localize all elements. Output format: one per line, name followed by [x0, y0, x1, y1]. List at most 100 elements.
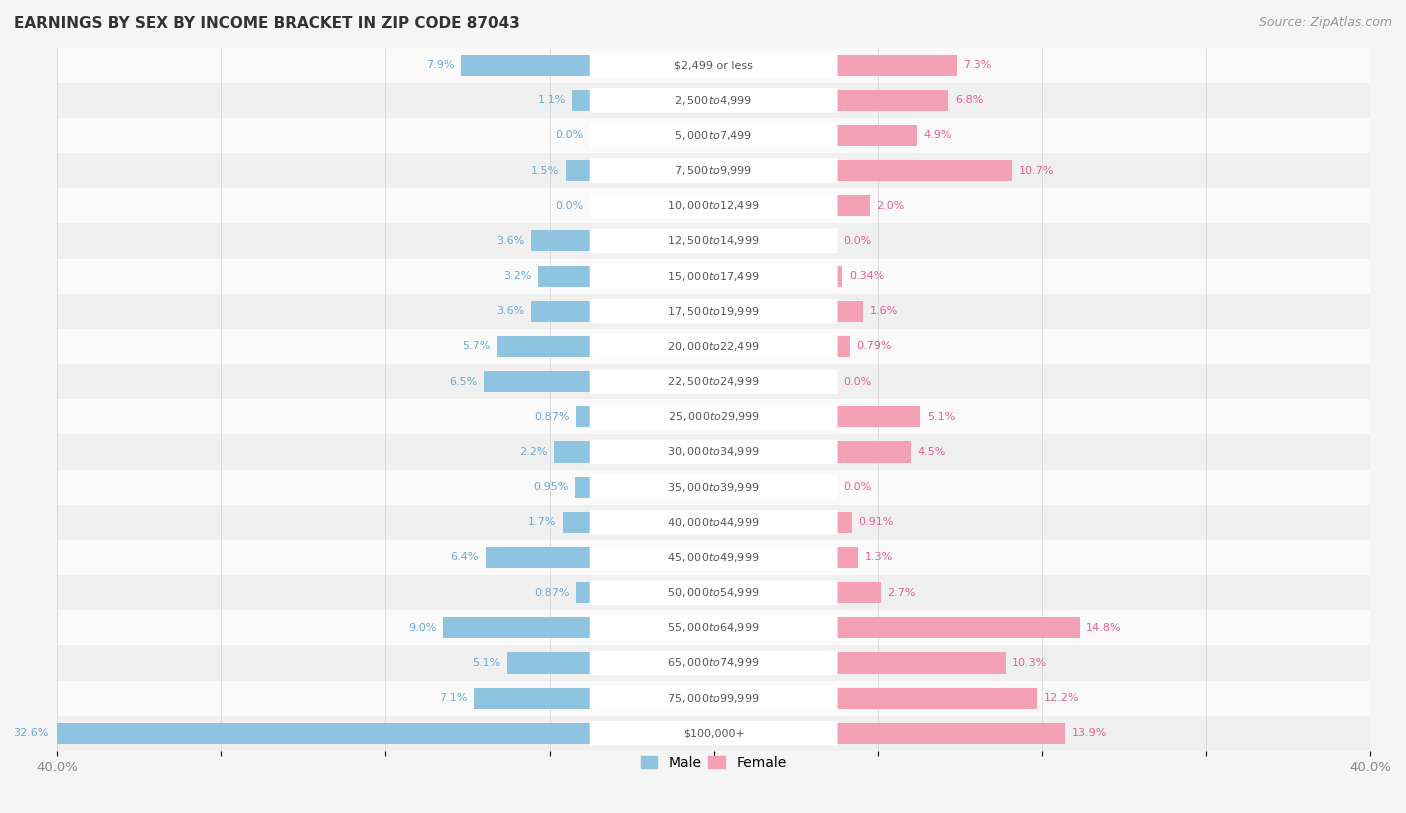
Text: 32.6%: 32.6% — [14, 728, 49, 738]
Text: 1.6%: 1.6% — [869, 307, 898, 316]
Text: $10,000 to $12,499: $10,000 to $12,499 — [668, 199, 759, 212]
Bar — [837, 652, 1005, 673]
FancyBboxPatch shape — [589, 299, 838, 324]
Text: 0.91%: 0.91% — [858, 517, 894, 528]
Text: 2.2%: 2.2% — [519, 447, 548, 457]
Bar — [58, 329, 1369, 364]
Bar — [837, 301, 863, 322]
FancyBboxPatch shape — [589, 263, 838, 289]
Bar — [837, 54, 956, 76]
Text: $22,500 to $24,999: $22,500 to $24,999 — [668, 375, 759, 388]
Text: $30,000 to $34,999: $30,000 to $34,999 — [668, 446, 759, 459]
Bar — [58, 505, 1369, 540]
Text: 0.87%: 0.87% — [534, 588, 569, 598]
Bar — [554, 441, 591, 463]
FancyBboxPatch shape — [589, 405, 838, 429]
Text: 3.2%: 3.2% — [503, 271, 531, 281]
Bar — [58, 293, 1369, 329]
Text: 7.1%: 7.1% — [439, 693, 467, 703]
Text: 5.1%: 5.1% — [472, 658, 501, 668]
Bar — [531, 301, 591, 322]
Text: 3.6%: 3.6% — [496, 307, 524, 316]
FancyBboxPatch shape — [589, 228, 838, 254]
FancyBboxPatch shape — [589, 159, 838, 183]
Text: $40,000 to $44,999: $40,000 to $44,999 — [668, 515, 759, 528]
Text: $15,000 to $17,499: $15,000 to $17,499 — [668, 270, 759, 283]
Text: $2,499 or less: $2,499 or less — [675, 60, 754, 70]
Bar — [837, 195, 869, 216]
FancyBboxPatch shape — [589, 686, 838, 711]
Bar — [58, 364, 1369, 399]
Text: 1.3%: 1.3% — [865, 553, 893, 563]
Bar — [837, 266, 842, 287]
Text: $65,000 to $74,999: $65,000 to $74,999 — [668, 656, 759, 669]
Bar — [575, 476, 591, 498]
Text: $7,500 to $9,999: $7,500 to $9,999 — [675, 164, 752, 177]
Bar — [58, 575, 1369, 611]
Text: 1.7%: 1.7% — [527, 517, 557, 528]
Bar — [58, 118, 1369, 153]
Text: 12.2%: 12.2% — [1043, 693, 1078, 703]
FancyBboxPatch shape — [589, 88, 838, 112]
FancyBboxPatch shape — [589, 440, 838, 464]
Text: 4.9%: 4.9% — [924, 130, 952, 141]
Bar — [496, 336, 591, 357]
Bar — [538, 266, 591, 287]
FancyBboxPatch shape — [589, 475, 838, 499]
Bar — [837, 511, 852, 533]
Text: 6.8%: 6.8% — [955, 95, 983, 105]
Bar — [531, 230, 591, 251]
Text: 5.1%: 5.1% — [927, 412, 955, 422]
Bar — [485, 547, 591, 568]
Bar — [58, 259, 1369, 293]
Text: $12,500 to $14,999: $12,500 to $14,999 — [668, 234, 759, 247]
Bar — [837, 406, 921, 428]
Bar — [576, 582, 591, 603]
Bar — [837, 688, 1036, 709]
Bar — [58, 715, 1369, 751]
Bar — [461, 54, 591, 76]
Bar — [562, 511, 591, 533]
Bar — [576, 406, 591, 428]
Text: $17,500 to $19,999: $17,500 to $19,999 — [668, 305, 759, 318]
Bar — [58, 680, 1369, 715]
Bar — [58, 83, 1369, 118]
Bar — [572, 89, 591, 111]
Text: 7.9%: 7.9% — [426, 60, 454, 70]
Bar — [837, 547, 858, 568]
Text: $75,000 to $99,999: $75,000 to $99,999 — [668, 692, 759, 705]
Text: $45,000 to $49,999: $45,000 to $49,999 — [668, 551, 759, 564]
Text: $20,000 to $22,499: $20,000 to $22,499 — [668, 340, 759, 353]
Bar — [58, 399, 1369, 434]
Text: 2.0%: 2.0% — [876, 201, 904, 211]
Text: 0.95%: 0.95% — [533, 482, 568, 492]
Bar — [506, 652, 591, 673]
FancyBboxPatch shape — [589, 193, 838, 218]
Text: 0.87%: 0.87% — [534, 412, 569, 422]
Text: 4.5%: 4.5% — [917, 447, 945, 457]
Text: 10.3%: 10.3% — [1012, 658, 1047, 668]
Text: 1.1%: 1.1% — [537, 95, 567, 105]
FancyBboxPatch shape — [589, 615, 838, 640]
Bar — [443, 617, 591, 638]
FancyBboxPatch shape — [589, 334, 838, 359]
Text: 0.0%: 0.0% — [844, 482, 872, 492]
FancyBboxPatch shape — [589, 369, 838, 394]
Bar — [58, 47, 1369, 83]
Bar — [837, 441, 911, 463]
Bar — [837, 723, 1064, 744]
Text: $2,500 to $4,999: $2,500 to $4,999 — [675, 93, 752, 107]
FancyBboxPatch shape — [589, 721, 838, 746]
Text: 2.7%: 2.7% — [887, 588, 917, 598]
Bar — [58, 646, 1369, 680]
Bar — [837, 89, 948, 111]
Bar — [58, 540, 1369, 575]
Bar — [58, 434, 1369, 470]
Bar — [837, 336, 849, 357]
Bar — [474, 688, 591, 709]
Text: 5.7%: 5.7% — [463, 341, 491, 351]
FancyBboxPatch shape — [589, 510, 838, 535]
Text: 0.0%: 0.0% — [844, 236, 872, 246]
Bar — [837, 160, 1012, 181]
Bar — [837, 125, 917, 146]
